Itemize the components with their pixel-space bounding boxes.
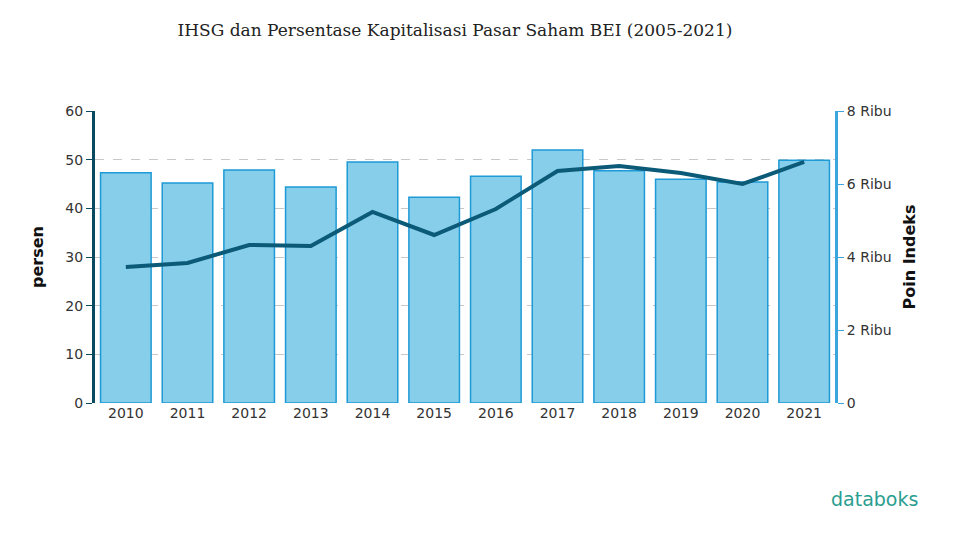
svg-text:2021: 2021: [786, 405, 822, 421]
svg-text:30: 30: [65, 249, 83, 265]
svg-text:2010: 2010: [108, 405, 144, 421]
svg-text:0: 0: [847, 395, 856, 411]
svg-text:2019: 2019: [663, 405, 699, 421]
svg-text:2011: 2011: [170, 405, 206, 421]
svg-text:10: 10: [65, 346, 83, 362]
svg-text:2016: 2016: [478, 405, 514, 421]
svg-text:2014: 2014: [355, 405, 391, 421]
svg-text:2015: 2015: [416, 405, 452, 421]
svg-text:persen: persen: [28, 226, 47, 288]
svg-text:2017: 2017: [540, 405, 576, 421]
svg-text:2018: 2018: [601, 405, 637, 421]
svg-text:20: 20: [65, 298, 83, 314]
svg-text:8 Ribu: 8 Ribu: [847, 103, 892, 119]
svg-text:2020: 2020: [725, 405, 761, 421]
svg-text:IHSG dan Persentase Kapitalisa: IHSG dan Persentase Kapitalisasi Pasar S…: [178, 20, 733, 40]
svg-text:2013: 2013: [293, 405, 329, 421]
svg-text:4 Ribu: 4 Ribu: [847, 249, 892, 265]
svg-text:40: 40: [65, 200, 83, 216]
svg-text:2 Ribu: 2 Ribu: [847, 322, 892, 338]
svg-text:Poin Indeks: Poin Indeks: [900, 205, 919, 310]
svg-text:60: 60: [65, 103, 83, 119]
svg-text:6 Ribu: 6 Ribu: [847, 176, 892, 192]
svg-text:50: 50: [65, 152, 83, 168]
svg-text:databoks: databoks: [831, 488, 918, 510]
svg-text:2012: 2012: [231, 405, 267, 421]
svg-text:0: 0: [74, 395, 83, 411]
